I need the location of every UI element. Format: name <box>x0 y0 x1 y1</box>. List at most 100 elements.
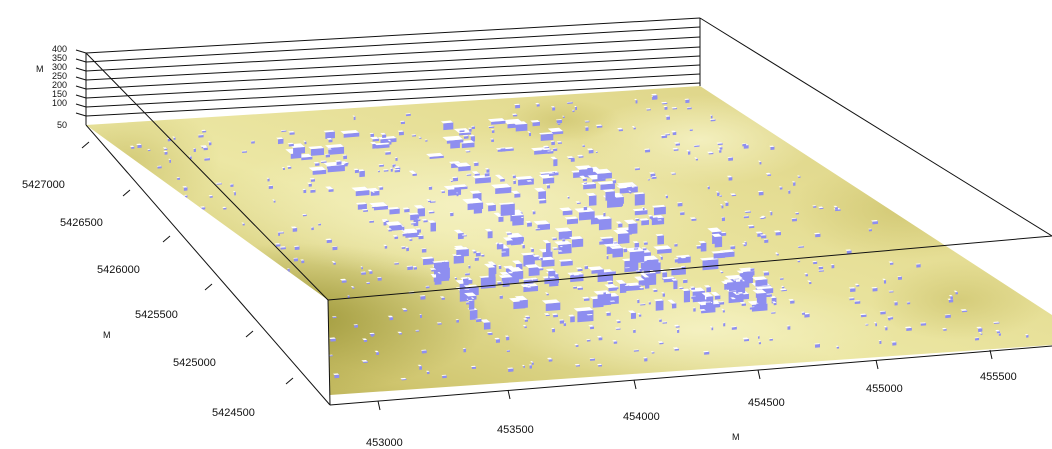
building-roof <box>545 183 551 186</box>
building-roof <box>449 179 453 181</box>
building-roof <box>439 296 445 298</box>
z-tick: 150 <box>52 89 87 99</box>
building-wall <box>425 349 427 354</box>
building-wall <box>321 161 327 164</box>
building-wall <box>500 148 506 152</box>
building-wall <box>553 172 555 176</box>
building-roof <box>689 217 697 220</box>
building-wall <box>559 320 565 324</box>
building-roof <box>350 286 355 288</box>
building-wall <box>547 240 551 253</box>
building-roof <box>275 277 282 279</box>
building-wall <box>717 143 723 146</box>
building-wall <box>457 192 459 197</box>
building-roof <box>391 163 396 165</box>
building-wall <box>473 134 475 142</box>
building-wall <box>731 194 737 197</box>
building-roof <box>397 331 403 334</box>
building-wall <box>629 267 630 271</box>
building-roof <box>702 350 710 353</box>
building-roof <box>504 335 510 337</box>
y-tick: 5426000 <box>97 235 171 276</box>
y-tick: 5424500 <box>212 377 294 419</box>
building-roof <box>448 161 461 164</box>
building-wall <box>174 203 178 207</box>
building-wall <box>589 307 594 321</box>
building-roof <box>453 246 469 251</box>
building-roof <box>410 222 417 224</box>
building-roof <box>156 165 162 167</box>
building-wall <box>261 286 263 291</box>
building-wall <box>638 298 640 303</box>
building-wall <box>394 163 396 168</box>
building-wall <box>324 321 328 323</box>
building-roof <box>729 193 737 196</box>
building-roof <box>530 277 538 280</box>
building-roof <box>586 148 594 151</box>
building-roof <box>554 227 572 232</box>
building-roof <box>631 126 636 128</box>
building-wall <box>757 302 759 306</box>
building-wall <box>410 214 420 221</box>
building-wall <box>611 236 614 244</box>
building-roof <box>485 202 496 206</box>
building-roof <box>716 142 723 144</box>
building-wall <box>710 119 716 122</box>
building-roof <box>645 108 651 110</box>
building-wall <box>593 192 597 206</box>
building-roof <box>663 105 668 108</box>
building-wall <box>421 314 422 318</box>
building-roof <box>241 222 245 224</box>
building-roof <box>297 153 313 158</box>
building-roof <box>709 326 714 328</box>
building-wall <box>764 239 769 243</box>
building-roof <box>612 193 624 198</box>
building-roof <box>670 130 677 133</box>
building-wall <box>702 259 719 271</box>
building-wall <box>694 145 700 148</box>
building-roof <box>540 148 544 150</box>
building-wall <box>730 246 736 250</box>
building-roof <box>568 314 575 317</box>
building-roof <box>755 231 763 234</box>
building-roof <box>369 202 388 207</box>
building-wall <box>294 246 300 251</box>
building-wall <box>289 268 290 272</box>
building-roof <box>308 145 324 150</box>
building-roof <box>581 144 585 146</box>
building-wall <box>723 301 725 305</box>
building-roof <box>207 141 212 143</box>
building-roof <box>699 308 706 311</box>
building-roof <box>257 286 263 288</box>
building-roof <box>326 137 333 140</box>
bounding-box-frame <box>85 17 1052 406</box>
building-wall <box>657 248 672 254</box>
building-roof <box>919 322 927 324</box>
building-roof <box>556 141 563 143</box>
building-wall <box>462 235 467 237</box>
building-roof <box>559 207 573 212</box>
building-roof <box>497 264 502 267</box>
building-wall <box>652 217 658 219</box>
building-wall <box>789 325 791 330</box>
building-roof <box>634 276 645 281</box>
building-roof <box>367 187 380 192</box>
building-roof <box>759 216 765 219</box>
building-roof <box>480 319 491 323</box>
building-wall <box>459 130 465 133</box>
building-wall <box>505 251 507 256</box>
building-roof <box>634 218 640 220</box>
building-wall <box>568 157 574 160</box>
building-wall <box>478 257 479 261</box>
building-roof <box>673 258 679 260</box>
building-wall <box>321 318 323 323</box>
building-wall <box>424 295 426 300</box>
building-roof <box>323 320 328 322</box>
building-roof <box>329 337 336 339</box>
building-roof <box>288 131 295 133</box>
building-wall <box>556 147 558 151</box>
building-roof <box>182 186 188 188</box>
building-roof <box>639 218 649 221</box>
building-roof <box>197 134 204 136</box>
